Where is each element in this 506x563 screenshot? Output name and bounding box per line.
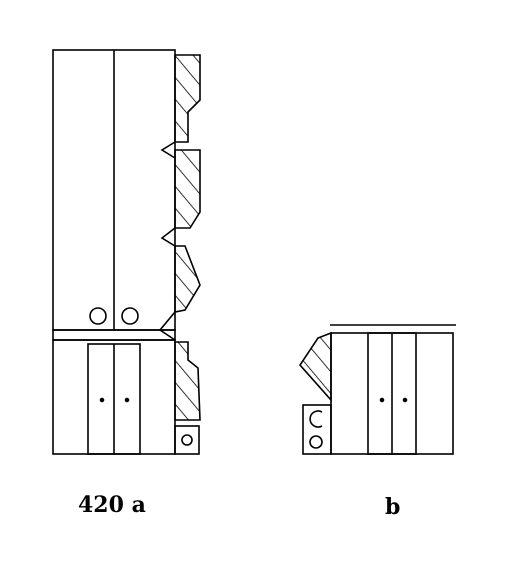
wall-section-hatched xyxy=(174,245,201,313)
door-handle xyxy=(124,397,130,403)
outlet-circle xyxy=(181,434,193,446)
wall-profile xyxy=(160,141,176,159)
outlet-circle xyxy=(309,435,323,449)
wall-section-hatched xyxy=(174,54,201,143)
knob-circle xyxy=(89,307,107,325)
door-handle xyxy=(379,397,385,403)
wall-section-hatched xyxy=(298,331,332,403)
figure-label-a: 420 a xyxy=(78,492,146,518)
door-handle xyxy=(99,397,105,403)
elevation-b xyxy=(298,324,456,455)
elevation-a xyxy=(52,49,201,455)
knob-circle xyxy=(121,307,139,325)
wall-section-hatched xyxy=(174,149,201,229)
door-handle xyxy=(402,397,408,403)
figure-label-b: b xyxy=(385,494,401,520)
outlet-box xyxy=(174,425,200,455)
wall-profile xyxy=(160,227,176,247)
counter-band xyxy=(52,329,176,341)
wall-section-hatched xyxy=(174,341,201,421)
outlet-box xyxy=(302,404,332,455)
wall-profile xyxy=(158,311,176,341)
outlet-c-shape xyxy=(309,410,323,428)
